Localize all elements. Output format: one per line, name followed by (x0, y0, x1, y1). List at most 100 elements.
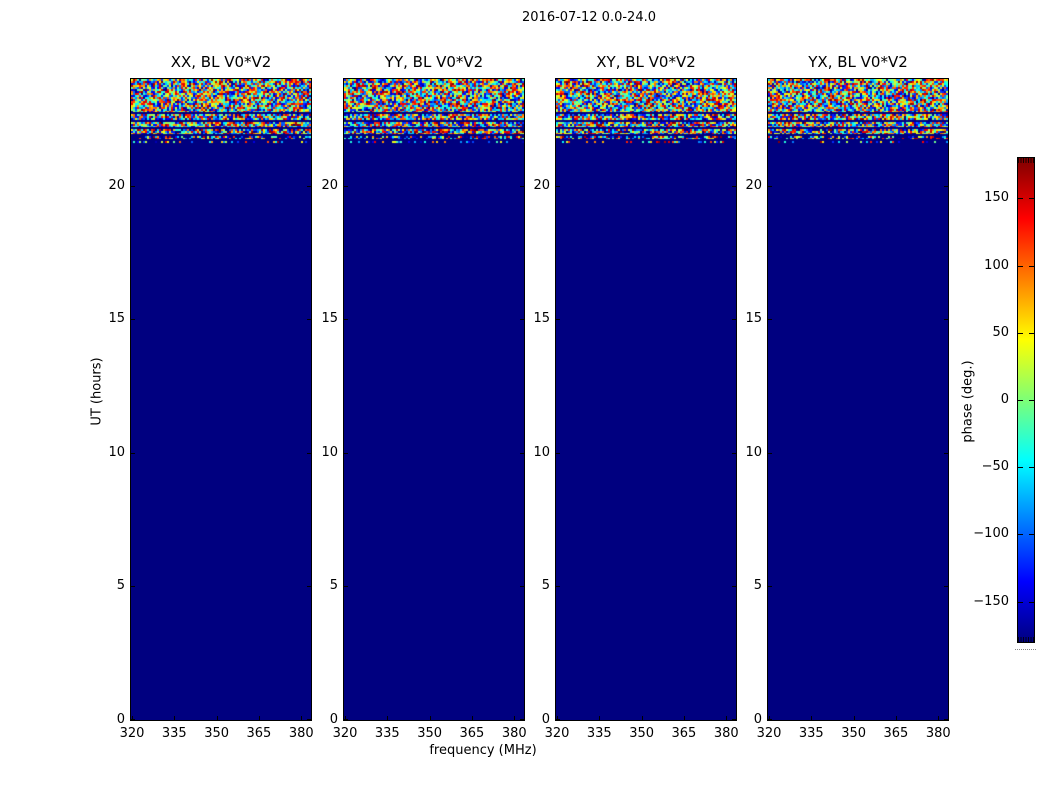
y-tick-mark (307, 719, 311, 720)
y-tick-label: 20 (745, 177, 762, 193)
heatmap-canvas-xy (556, 79, 736, 720)
heatmap-panel-yx (767, 78, 949, 721)
colorbar-tick-label: −150 (973, 593, 1009, 609)
y-tick-mark (944, 719, 948, 720)
x-tick-label: 335 (586, 726, 612, 741)
panel-title-xy: XY, BL V0*V2 (596, 53, 696, 71)
x-tick-label: 380 (288, 726, 314, 741)
y-tick-mark (556, 719, 560, 720)
colorbar-tick-mark (1018, 333, 1023, 334)
y-tick-mark (307, 186, 311, 187)
colorbar-end-ticks (1018, 637, 1034, 642)
y-tick-mark (944, 186, 948, 187)
x-tick-label: 350 (204, 726, 230, 741)
y-tick-label: 15 (108, 311, 125, 327)
x-tick-label: 320 (544, 726, 570, 741)
y-tick-label: 0 (541, 712, 550, 727)
y-tick-mark (556, 319, 560, 320)
y-tick-mark (732, 719, 736, 720)
x-tick-label: 335 (161, 726, 187, 741)
x-tick-label: 350 (841, 726, 867, 741)
colorbar-tick-mark (1018, 467, 1023, 468)
x-tick-mark (387, 716, 388, 720)
x-tick-label: 350 (417, 726, 443, 741)
x-tick-label: 350 (629, 726, 655, 741)
y-tick-label: 0 (753, 712, 762, 727)
y-tick-mark (131, 186, 135, 187)
colorbar-tick-mark (1029, 400, 1034, 401)
x-tick-label: 380 (713, 726, 739, 741)
x-tick-label: 335 (374, 726, 400, 741)
y-tick-mark (131, 319, 135, 320)
colorbar-tick-label: −100 (973, 526, 1009, 542)
y-tick-mark (307, 453, 311, 454)
y-tick-mark (768, 719, 772, 720)
x-tick-mark (514, 716, 515, 720)
y-tick-mark (768, 186, 772, 187)
colorbar-tick-mark (1029, 602, 1034, 603)
y-tick-mark (520, 319, 524, 320)
y-tick-mark (768, 453, 772, 454)
heatmap-canvas-yx (768, 79, 948, 720)
colorbar-tick-mark (1018, 198, 1023, 199)
x-tick-label: 365 (246, 726, 272, 741)
y-tick-mark (732, 453, 736, 454)
x-tick-mark (345, 716, 346, 720)
y-tick-mark (307, 319, 311, 320)
x-tick-mark (726, 716, 727, 720)
x-tick-mark (557, 716, 558, 720)
x-tick-mark (217, 716, 218, 720)
y-tick-label: 20 (533, 177, 550, 193)
colorbar-tick-mark (1018, 266, 1023, 267)
panel-title-yy: YY, BL V0*V2 (384, 53, 484, 71)
x-tick-mark (684, 716, 685, 720)
colorbar-tick-mark (1018, 534, 1023, 535)
colorbar-tick-mark (1018, 602, 1023, 603)
colorbar-tick-mark (1029, 198, 1034, 199)
y-tick-mark (131, 719, 135, 720)
x-tick-mark (854, 716, 855, 720)
x-tick-mark (769, 716, 770, 720)
y-tick-label: 15 (745, 311, 762, 327)
x-axis-label: frequency (MHz) (429, 743, 537, 758)
y-tick-mark (768, 319, 772, 320)
y-tick-label: 5 (753, 578, 762, 594)
x-tick-mark (430, 716, 431, 720)
x-tick-label: 320 (332, 726, 358, 741)
x-tick-label: 380 (501, 726, 527, 741)
colorbar-tick-mark (1029, 333, 1034, 334)
y-tick-mark (344, 586, 348, 587)
colorbar (1017, 157, 1035, 643)
colorbar-tick-label: 100 (984, 257, 1009, 273)
x-tick-label: 320 (756, 726, 782, 741)
colorbar-end-ticks (1018, 158, 1034, 163)
y-tick-mark (556, 586, 560, 587)
y-tick-mark (944, 586, 948, 587)
y-tick-mark (131, 586, 135, 587)
colorbar-tick-mark (1029, 534, 1034, 535)
y-tick-label: 20 (108, 177, 125, 193)
x-tick-mark (642, 716, 643, 720)
x-tick-mark (132, 716, 133, 720)
colorbar-tick-mark (1029, 467, 1034, 468)
y-tick-label: 5 (541, 578, 550, 594)
y-tick-label: 15 (533, 311, 550, 327)
y-axis-label: UT (hours) (89, 357, 105, 426)
y-tick-label: 0 (116, 712, 125, 727)
x-tick-label: 335 (798, 726, 824, 741)
y-tick-mark (131, 453, 135, 454)
colorbar-bottom-dots (1015, 649, 1036, 650)
y-tick-mark (556, 186, 560, 187)
heatmap-panel-xy (555, 78, 737, 721)
y-tick-mark (344, 453, 348, 454)
x-tick-mark (896, 716, 897, 720)
x-tick-label: 380 (925, 726, 951, 741)
y-tick-mark (768, 586, 772, 587)
y-tick-mark (344, 319, 348, 320)
panel-title-xx: XX, BL V0*V2 (170, 53, 272, 71)
colorbar-tick-label: −50 (981, 459, 1009, 475)
heatmap-panel-xx (130, 78, 312, 721)
y-tick-label: 10 (321, 444, 338, 460)
y-tick-label: 5 (116, 578, 125, 594)
x-tick-mark (174, 716, 175, 720)
